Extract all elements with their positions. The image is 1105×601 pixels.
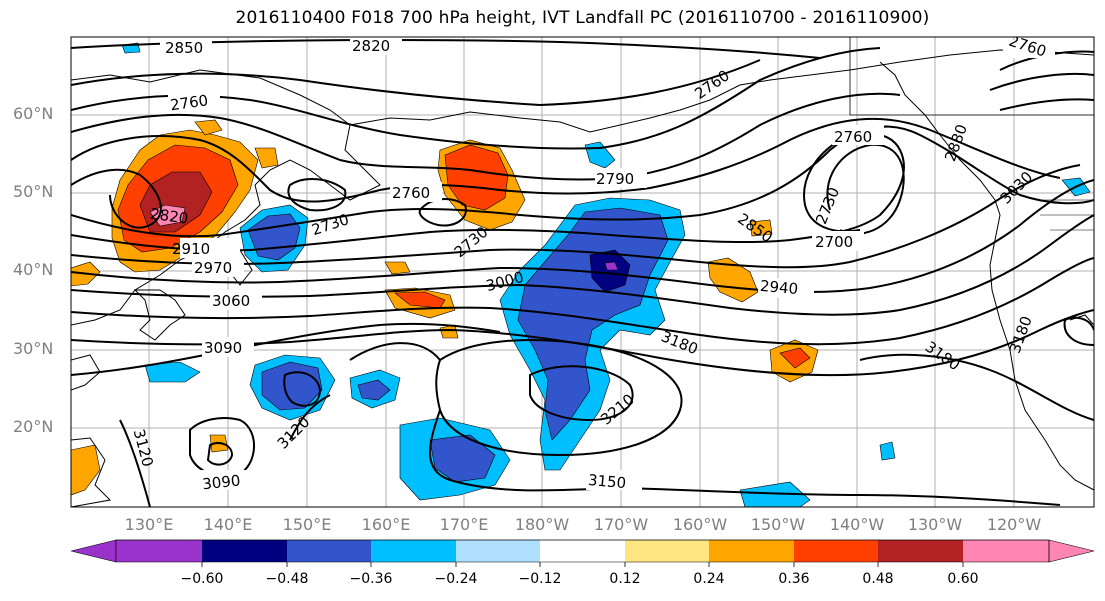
lon-label: 150°W xyxy=(750,515,806,534)
lon-label: 140°W xyxy=(829,515,885,534)
lat-label: 20°N xyxy=(13,417,54,436)
colorbar-tick-label: −0.12 xyxy=(518,571,562,587)
colorbar-tick-label: 0.24 xyxy=(693,571,725,587)
colorbar xyxy=(70,539,1095,567)
colorbar-swatch xyxy=(287,540,371,562)
contour-label: 2970 xyxy=(194,259,232,277)
lat-label: 50°N xyxy=(13,182,54,201)
lon-label: 120°W xyxy=(986,515,1042,534)
ivt-shading xyxy=(71,42,1091,507)
colorbar-tick-label: −0.36 xyxy=(349,571,393,587)
colorbar-swatch xyxy=(116,540,202,562)
lat-label: 30°N xyxy=(13,339,54,358)
contour-label: 2820 xyxy=(149,205,189,228)
colorbar-tick-label: 0.12 xyxy=(609,571,641,587)
colorbar-swatch xyxy=(878,540,963,562)
colorbar-swatch xyxy=(456,540,540,562)
lon-label: 150°E xyxy=(282,515,332,534)
contour-label: 2700 xyxy=(815,233,853,251)
colorbar-tick-label: −0.48 xyxy=(265,571,309,587)
colorbar-extend-high xyxy=(1048,539,1095,563)
contour-label: 3090 xyxy=(204,339,242,357)
colorbar-swatch xyxy=(709,540,794,562)
lat-label: 40°N xyxy=(13,260,54,279)
contour-label: 3060 xyxy=(212,292,250,310)
colorbar-swatch xyxy=(625,540,709,562)
contour-label: 3090 xyxy=(201,471,241,493)
lon-label: 140°E xyxy=(203,515,253,534)
height-contours xyxy=(71,39,1094,507)
contour-label: 2850 xyxy=(165,39,203,57)
lon-label: 170°E xyxy=(439,515,489,534)
contour-label: 2760 xyxy=(169,91,209,114)
colorbar-swatch xyxy=(963,540,1049,562)
lon-label: 160°E xyxy=(361,515,411,534)
map-frame xyxy=(70,36,1095,508)
colorbar-swatch xyxy=(371,540,456,562)
lon-label: 160°W xyxy=(672,515,728,534)
colorbar-extend-low xyxy=(70,539,117,563)
lat-label: 60°N xyxy=(13,104,54,123)
lon-label: 170°W xyxy=(593,515,649,534)
contour-label: 2940 xyxy=(759,277,799,298)
colorbar-tick-label: 0.36 xyxy=(778,571,810,587)
lon-label: 130°W xyxy=(907,515,963,534)
colorbar-tick-label: −0.60 xyxy=(180,571,224,587)
colorbar-swatch xyxy=(540,540,625,562)
colorbar-tick-label: −0.24 xyxy=(434,571,478,587)
contour-label: 2790 xyxy=(596,170,634,188)
lon-label: 180°W xyxy=(514,515,570,534)
colorbar-swatch xyxy=(202,540,287,562)
contour-label: 3150 xyxy=(587,471,627,492)
colorbar-tick-label: 0.48 xyxy=(862,571,894,587)
contour-label: 2910 xyxy=(172,240,210,258)
colorbar-tick-label: 0.60 xyxy=(947,571,979,587)
map-title: 2016110400 F018 700 hPa height, IVT Land… xyxy=(235,8,930,28)
contour-label: 2820 xyxy=(352,37,390,55)
lon-label: 130°E xyxy=(124,515,174,534)
colorbar-swatch xyxy=(794,540,878,562)
contour-label: 2760 xyxy=(834,128,872,146)
contour-label: 2760 xyxy=(392,184,430,202)
